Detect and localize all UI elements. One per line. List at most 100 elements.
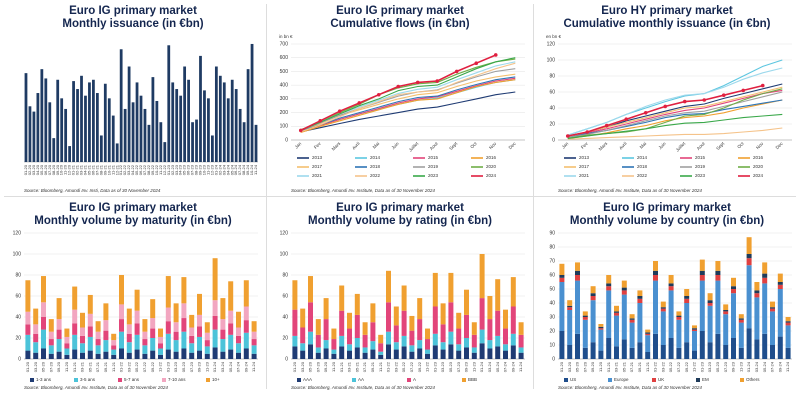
bar-segment bbox=[582, 347, 588, 359]
bar-segment bbox=[614, 311, 619, 313]
bar-segment bbox=[503, 309, 508, 329]
y-tick-label: 40 bbox=[549, 105, 555, 111]
bar-segment bbox=[181, 303, 187, 319]
bar-segment bbox=[785, 321, 791, 323]
bar-segment bbox=[637, 303, 643, 343]
bar-segment bbox=[56, 329, 62, 340]
bar-segment bbox=[425, 353, 430, 359]
x-tick-label: 09-24 bbox=[510, 361, 515, 372]
bar-segment bbox=[378, 354, 384, 359]
bar-segment bbox=[48, 331, 54, 340]
bar-segment bbox=[417, 348, 423, 359]
bar-segment bbox=[676, 317, 682, 320]
legend-label: 7-10 ans bbox=[168, 377, 186, 382]
bar-segment bbox=[425, 349, 430, 354]
bar-segment bbox=[354, 314, 360, 338]
bar-segment bbox=[292, 280, 298, 310]
bar bbox=[250, 43, 254, 162]
bar-segment bbox=[228, 349, 234, 359]
x-tick-label: 10-20 bbox=[59, 164, 64, 175]
bar-segment bbox=[331, 353, 337, 359]
bar-segment bbox=[331, 328, 337, 340]
bar bbox=[135, 82, 139, 162]
x-tick-label: Sept bbox=[448, 140, 459, 151]
bar-segment bbox=[189, 352, 195, 359]
bar-segment bbox=[471, 352, 477, 359]
x-tick-label: 01-24 bbox=[212, 361, 217, 372]
legend-swatch bbox=[696, 378, 700, 382]
y-tick-label: 80 bbox=[282, 272, 288, 278]
bar-segment bbox=[165, 349, 171, 359]
x-tick-label: 07-21 bbox=[629, 361, 634, 372]
x-tick-label: 05-24 bbox=[495, 361, 500, 372]
bar-segment bbox=[448, 344, 454, 359]
x-tick-label: 11-22 bbox=[425, 361, 430, 372]
legend-label: 2013 bbox=[312, 155, 323, 160]
x-tick-label: Mars bbox=[598, 140, 609, 151]
bar bbox=[179, 95, 183, 162]
bar-segment bbox=[181, 348, 187, 359]
bar-segment bbox=[456, 350, 462, 359]
bar-segment bbox=[471, 334, 477, 348]
bar-segment bbox=[150, 338, 156, 351]
bar-segment bbox=[479, 254, 485, 299]
bar-segment bbox=[197, 350, 202, 359]
x-tick-label: Dec bbox=[775, 140, 785, 150]
bar-segment bbox=[417, 319, 423, 341]
x-tick-label: 01-23 bbox=[166, 164, 171, 175]
x-tick-label: 01-24 bbox=[746, 361, 751, 372]
x-tick-label: 05-23 bbox=[715, 361, 720, 372]
bar bbox=[191, 122, 194, 162]
bar bbox=[139, 95, 143, 162]
x-tick-label: 11-20 bbox=[63, 164, 68, 175]
bar bbox=[167, 45, 171, 162]
chart-subtitle: Cumulative flows (in €bn) bbox=[330, 18, 469, 30]
marker bbox=[318, 119, 323, 123]
legend-swatch bbox=[30, 378, 34, 382]
x-tick-label: 03-21 bbox=[614, 361, 619, 372]
x-tick-label: 11-24 bbox=[518, 361, 523, 372]
y-tick-label: 40 bbox=[549, 300, 555, 306]
legend-label: 2014 bbox=[370, 155, 381, 160]
bar-segment bbox=[103, 340, 109, 352]
bar-segment bbox=[432, 345, 438, 359]
legend-label: 5-7 ans bbox=[124, 377, 140, 382]
bar-segment bbox=[723, 304, 729, 310]
bar bbox=[84, 95, 87, 162]
bar-segment bbox=[173, 322, 179, 332]
legend-label: US bbox=[570, 377, 576, 382]
bar-segment bbox=[220, 329, 226, 340]
bar-segment bbox=[637, 342, 643, 359]
bar bbox=[143, 108, 147, 162]
bar-segment bbox=[165, 333, 171, 350]
bar bbox=[226, 98, 230, 162]
bar-segment bbox=[48, 339, 54, 346]
bar-segment bbox=[48, 345, 54, 354]
bar-segment bbox=[567, 307, 573, 310]
bar bbox=[147, 124, 151, 162]
marker bbox=[454, 69, 459, 74]
bar-segment bbox=[41, 276, 46, 303]
bar-segment bbox=[189, 327, 195, 336]
bar-segment bbox=[150, 318, 156, 329]
bar-segment bbox=[731, 289, 736, 294]
bar-segment bbox=[598, 329, 604, 351]
bar-segment bbox=[228, 281, 234, 311]
x-tick-label: 06-22 bbox=[138, 164, 143, 175]
chart-subtitle: Monthly issuance (in €bn) bbox=[62, 18, 203, 30]
bar-segment bbox=[653, 333, 658, 359]
bar-segment bbox=[158, 328, 163, 337]
legend-label: 2019 bbox=[695, 164, 706, 169]
x-tick-label: 04-21 bbox=[83, 164, 88, 175]
bar-segment bbox=[738, 347, 744, 359]
line bbox=[567, 86, 783, 138]
legend-label: 2017 bbox=[312, 164, 323, 169]
bar-segment bbox=[629, 319, 635, 323]
bar-segment bbox=[715, 270, 721, 275]
bar-segment bbox=[715, 261, 721, 271]
bar-segment bbox=[362, 334, 368, 348]
bar-segment bbox=[598, 324, 604, 327]
x-tick-label: 06-20 bbox=[43, 164, 48, 175]
x-tick-label: 03-24 bbox=[754, 361, 759, 372]
bar bbox=[99, 135, 103, 162]
